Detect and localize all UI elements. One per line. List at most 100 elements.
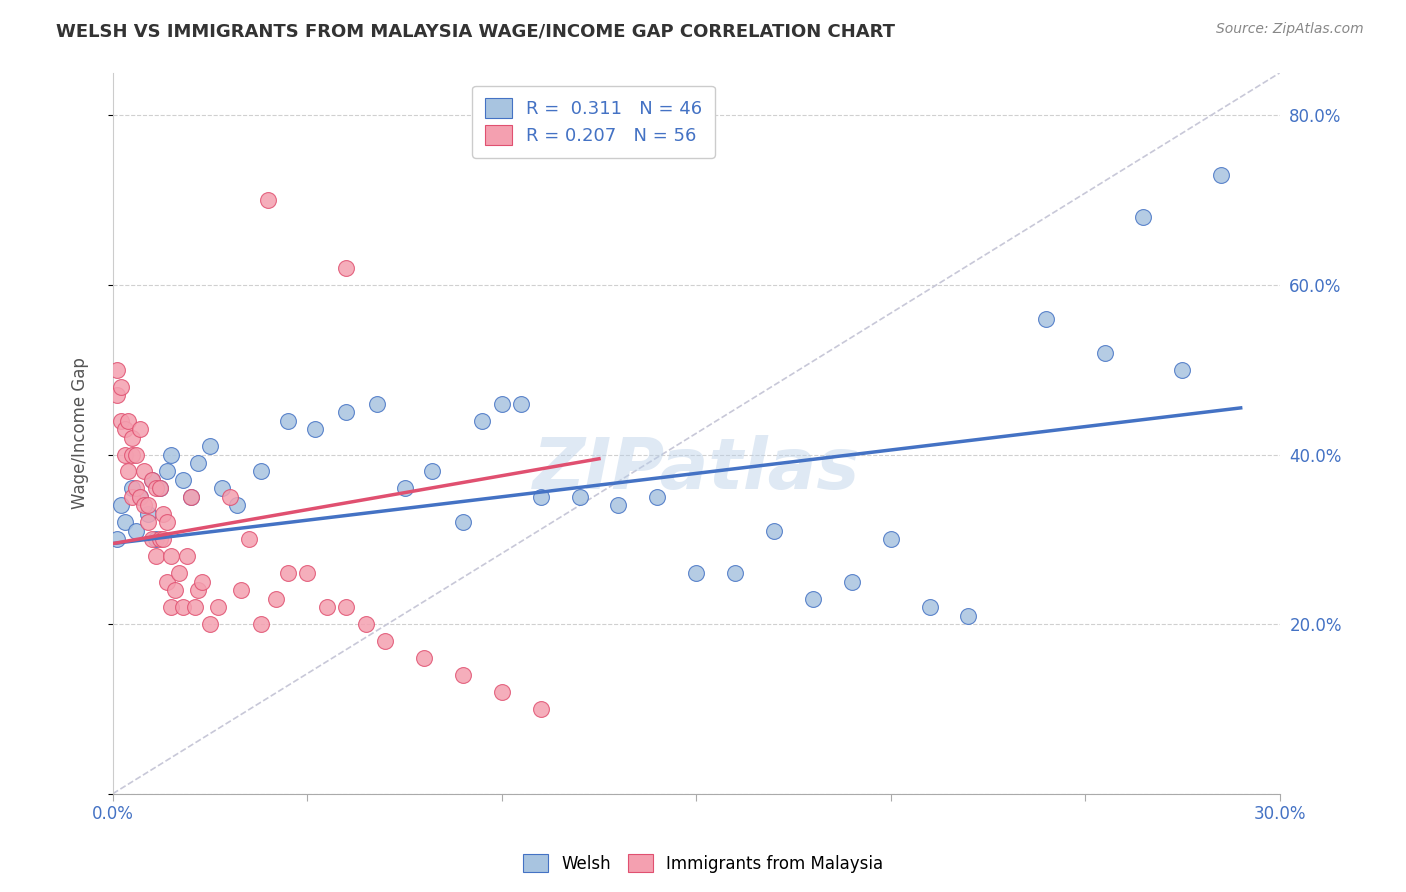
Point [121,431,143,445]
Point [176,549,198,564]
Point [152,533,174,547]
Text: Source: ZipAtlas.com: Source: ZipAtlas.com [1216,22,1364,37]
Point [114,422,136,436]
Point [374,634,396,648]
Point [132,499,155,513]
Point [121,448,143,462]
Point [191,574,214,589]
Point [160,448,183,462]
Point [530,702,553,716]
Point [451,516,474,530]
Point [685,566,707,581]
Point [249,465,271,479]
Point [207,600,229,615]
Point [132,465,155,479]
Point [510,397,533,411]
Point [226,499,249,513]
Point [110,380,132,394]
Point [451,668,474,682]
Point [277,414,299,428]
Point [148,482,170,496]
Point [105,388,128,402]
Point [231,583,253,598]
Point [1211,168,1233,182]
Point [156,465,179,479]
Point [394,482,416,496]
Point [1035,311,1057,326]
Point [172,600,194,615]
Point [156,574,179,589]
Point [172,473,194,487]
Point [315,600,337,615]
Point [105,533,128,547]
Y-axis label: Wage/Income Gap: Wage/Income Gap [72,358,89,509]
Point [160,549,183,564]
Point [491,685,513,699]
Point [264,591,287,606]
Legend: Welsh, Immigrants from Malaysia: Welsh, Immigrants from Malaysia [516,847,890,880]
Point [530,490,553,504]
Point [1132,210,1154,224]
Point [238,533,260,547]
Point [167,566,190,581]
Point [491,397,513,411]
Point [198,439,221,453]
Point [918,600,941,615]
Point [125,524,148,538]
Point [105,363,128,377]
Point [156,516,179,530]
Point [187,456,209,470]
Point [420,465,443,479]
Point [187,583,209,598]
Point [148,482,170,496]
Point [413,651,436,665]
Point [335,260,357,275]
Point [136,499,159,513]
Point [114,516,136,530]
Point [180,490,202,504]
Point [183,600,205,615]
Text: WELSH VS IMMIGRANTS FROM MALAYSIA WAGE/INCOME GAP CORRELATION CHART: WELSH VS IMMIGRANTS FROM MALAYSIA WAGE/I… [56,22,896,40]
Point [568,490,591,504]
Point [879,533,901,547]
Point [335,405,357,419]
Point [129,490,152,504]
Text: ZIPatlas: ZIPatlas [533,435,860,504]
Point [129,422,152,436]
Point [647,490,669,504]
Point [180,490,202,504]
Point [121,490,143,504]
Point [145,549,167,564]
Point [141,473,163,487]
Point [471,414,494,428]
Point [354,617,377,632]
Point [121,482,143,496]
Point [145,482,167,496]
Point [141,533,163,547]
Point [335,600,357,615]
Point [129,490,152,504]
Legend: R =  0.311   N = 46, R = 0.207   N = 56: R = 0.311 N = 46, R = 0.207 N = 56 [472,86,714,158]
Point [198,617,221,632]
Point [257,193,280,207]
Point [607,499,630,513]
Point [841,574,863,589]
Point [1171,363,1194,377]
Point [125,448,148,462]
Point [125,482,148,496]
Point [110,499,132,513]
Point [1094,345,1116,359]
Point [110,414,132,428]
Point [211,482,233,496]
Point [218,490,240,504]
Point [801,591,824,606]
Point [141,473,163,487]
Point [145,533,167,547]
Point [724,566,747,581]
Point [160,600,183,615]
Point [117,414,139,428]
Point [117,465,139,479]
Point [136,516,159,530]
Point [148,533,170,547]
Point [277,566,299,581]
